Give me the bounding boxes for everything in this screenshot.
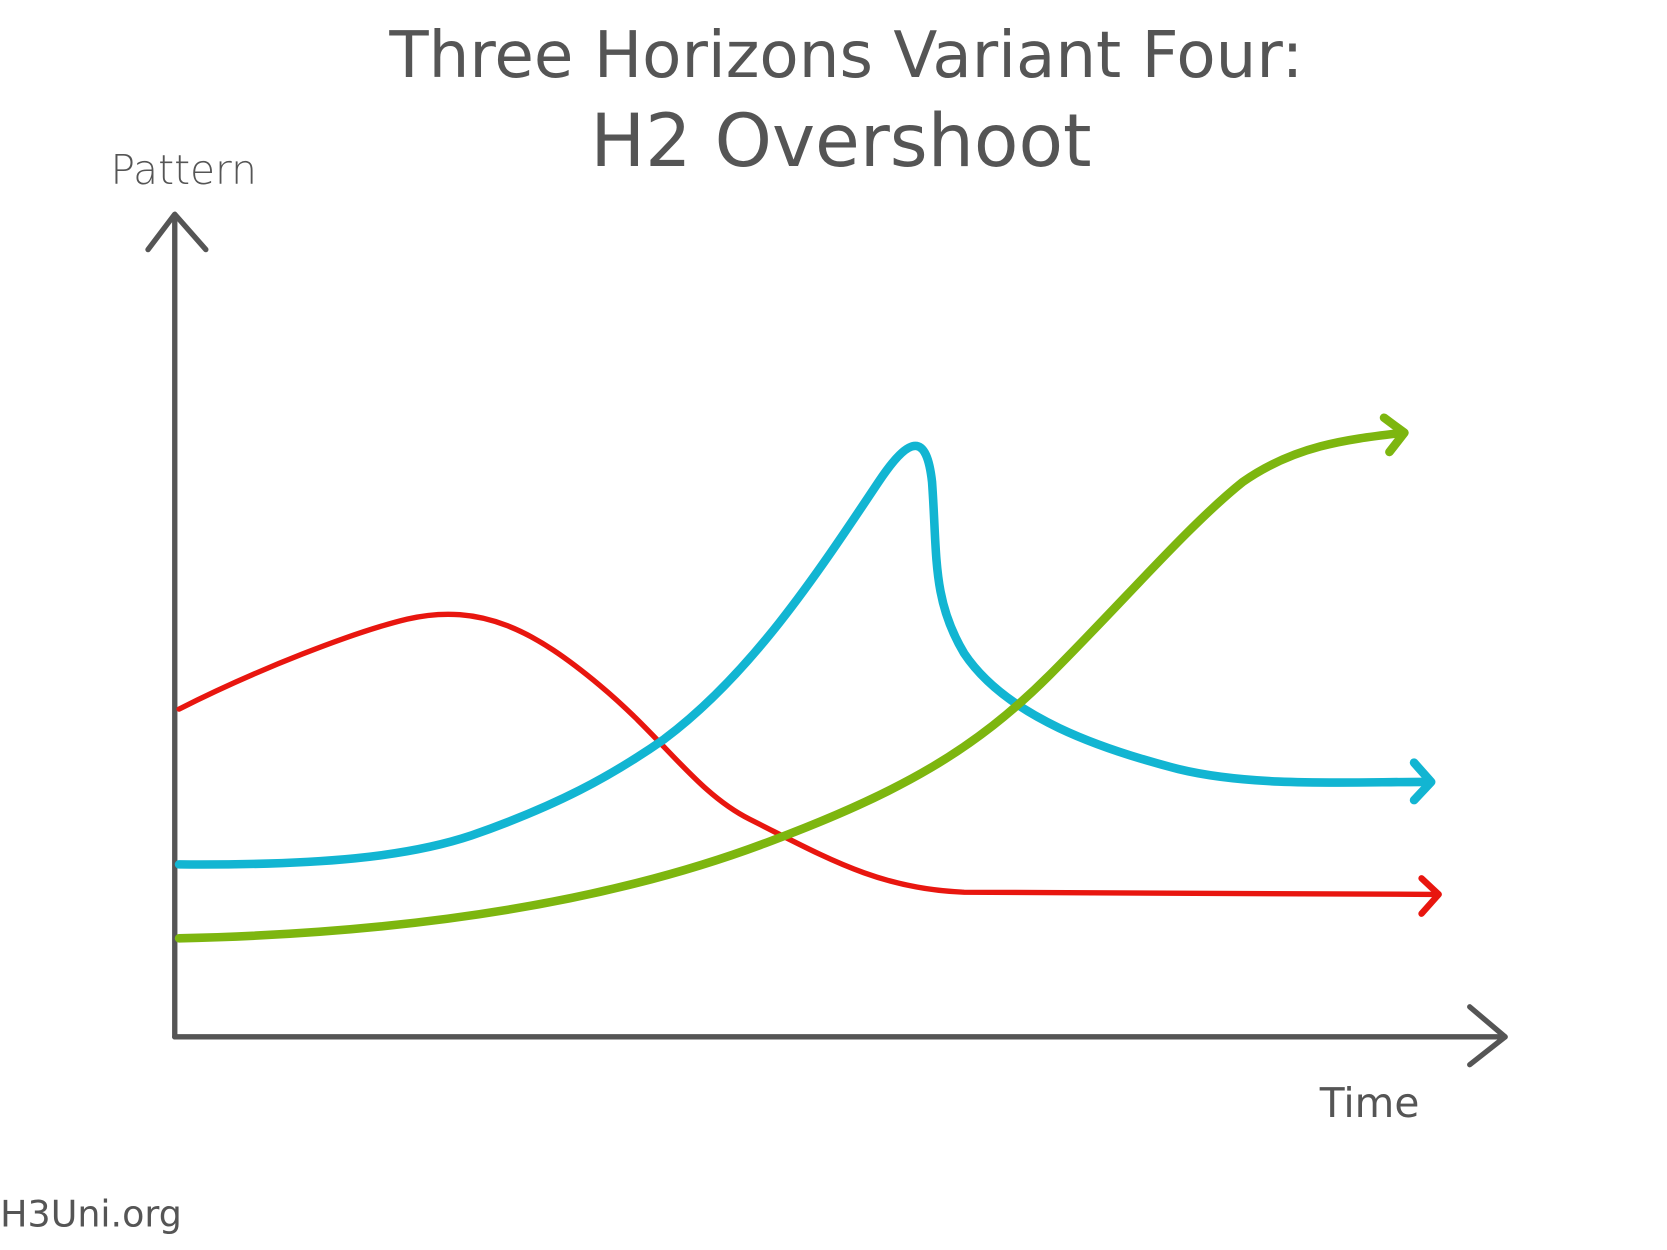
h2-arrow xyxy=(1409,758,1436,805)
title-line2: H2 Overshoot xyxy=(590,99,1091,184)
axes xyxy=(145,211,1508,1068)
y-axis-arrow xyxy=(145,211,209,253)
h1-arrow xyxy=(1418,875,1442,917)
h3-arrow xyxy=(1379,413,1409,457)
y-axis-label: Pattern xyxy=(110,146,256,194)
x-axis-label: Time xyxy=(1319,1079,1420,1127)
h1-curve xyxy=(176,611,1442,917)
h3-line xyxy=(174,428,1408,943)
h2-line xyxy=(174,441,1430,869)
x-axis-arrow xyxy=(1467,1004,1508,1068)
footer: H3Uni.org xyxy=(0,1192,182,1235)
h1-line xyxy=(176,611,1439,898)
title-line1: Three Horizons Variant Four: xyxy=(388,18,1303,93)
h2-curve xyxy=(174,441,1436,869)
h3-curve xyxy=(174,413,1409,943)
